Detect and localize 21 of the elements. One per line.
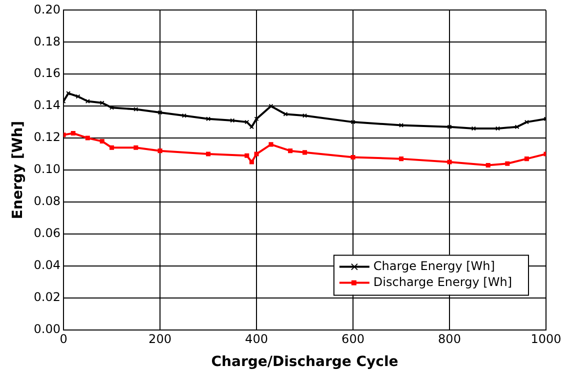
x-tick-label: 1000 [530,332,562,346]
y-tick-label: 0.16 [34,66,61,80]
x-axis-title: Charge/Discharge Cycle [211,354,398,370]
y-tick-label: 0.14 [34,98,61,112]
x-tick-label: 600 [342,332,364,346]
y-tick-label: 0.00 [34,322,61,336]
legend-label: Charge Energy [Wh] [373,258,495,273]
x-tick-label: 400 [245,332,268,346]
x-tick-label: 200 [148,332,172,346]
y-tick-label: 0.20 [34,2,61,16]
y-tick-label: 0.02 [34,290,61,304]
y-tick-label: 0.06 [34,226,61,240]
y-tick-label: 0.04 [34,258,61,272]
x-tick-label: 800 [438,332,461,346]
y-tick-label: 0.08 [34,194,61,208]
y-axis-title: Energy [Wh] [10,120,26,220]
y-tick-label: 0.12 [34,130,61,144]
y-tick-label: 0.10 [34,162,61,176]
legend-label: Discharge Energy [Wh] [373,274,512,289]
y-tick-label: 0.18 [34,34,61,48]
x-tick-label: 0 [60,332,68,346]
